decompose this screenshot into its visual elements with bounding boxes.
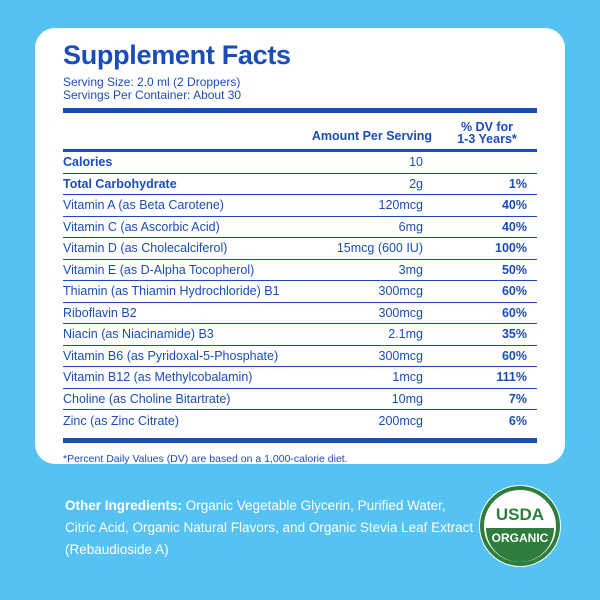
nutrient-name: Riboflavin B2 bbox=[63, 305, 137, 320]
nutrient-name: Vitamin E (as D-Alpha Tocopherol) bbox=[63, 262, 255, 277]
amount-header: Amount Per Serving bbox=[311, 129, 433, 143]
nutrient-amount: 120mcg bbox=[378, 198, 423, 213]
table-row: Vitamin B6 (as Pyridoxal-5-Phosphate) 300… bbox=[63, 346, 537, 367]
nutrient-amount: 10 bbox=[409, 155, 423, 170]
nutrient-amount: 1mcg bbox=[392, 370, 423, 385]
nutrient-name: Vitamin D (as Cholecalciferol) bbox=[63, 241, 228, 256]
table-row: Total Carbohydrate 2g 1% bbox=[63, 174, 537, 195]
table-row: Vitamin B12 (as Methylcobalamin) 1mcg 111% bbox=[63, 367, 537, 389]
table-row: Vitamin A (as Beta Carotene) 120mcg 40% bbox=[63, 195, 537, 217]
table-row: Thiamin (as Thiamin Hydrochloride) B1 300… bbox=[63, 281, 537, 303]
ingredients-text: Organic Vegetable Glycerin, Purified Wat… bbox=[65, 498, 474, 557]
nutrient-dv: 40% bbox=[501, 198, 527, 213]
table-row: Riboflavin B2 300mcg 60% bbox=[63, 303, 537, 324]
table-header: Amount Per Serving % DV for 1-3 Years* bbox=[63, 113, 537, 147]
serving-size: Serving Size: 2.0 ml (2 Droppers) bbox=[63, 75, 241, 89]
nutrient-amount: 200mcg bbox=[378, 413, 423, 428]
nutrient-dv: 7% bbox=[508, 391, 527, 406]
serving-info: Serving Size: 2.0 ml (2 Droppers) Servin… bbox=[63, 76, 537, 102]
nutrient-dv: 60% bbox=[501, 348, 527, 363]
nutrient-dv: 60% bbox=[501, 305, 527, 320]
nutrient-name: Total Carbohydrate bbox=[63, 176, 177, 191]
servings-per-container: Servings Per Container: About 30 bbox=[63, 88, 242, 102]
nutrient-name: Niacin (as Niacinamide) B3 bbox=[63, 327, 214, 342]
nutrient-name: Calories bbox=[63, 155, 113, 170]
dv-header: % DV for 1-3 Years* bbox=[457, 120, 517, 146]
bottom-divider bbox=[63, 437, 537, 443]
nutrient-table: Calories 10 Total Carbohydrate 2g 1% Vitamin … bbox=[63, 152, 537, 432]
nutrient-name: Vitamin B6 (as Pyridoxal-5-Phosphate) bbox=[63, 348, 279, 363]
ingredients-label: Other Ingredients: bbox=[65, 498, 183, 513]
nutrient-name: Vitamin A (as Beta Carotene) bbox=[63, 198, 224, 213]
usda-organic-seal: USDA ORGANIC bbox=[479, 485, 561, 567]
nutrient-name: Zinc (as Zinc Citrate) bbox=[63, 413, 179, 428]
seal-green-ring bbox=[480, 486, 560, 566]
nutrient-dv: 1% bbox=[508, 176, 527, 191]
footnote: *Percent Daily Values (DV) are based on … bbox=[63, 452, 348, 465]
table-row: Choline (as Choline Bitartrate) 10mg 7% bbox=[63, 389, 537, 410]
nutrient-dv: 100% bbox=[495, 241, 527, 256]
nutrient-dv: 35% bbox=[501, 327, 527, 342]
other-ingredients: Other Ingredients: Organic Vegetable Gly… bbox=[65, 495, 475, 561]
table-row: Vitamin E (as D-Alpha Tocopherol) 3mg 50% bbox=[63, 260, 537, 281]
table-row: Vitamin C (as Ascorbic Acid) 6mg 40% bbox=[63, 217, 537, 238]
nutrient-amount: 300mcg bbox=[378, 284, 423, 299]
nutrient-name: Thiamin (as Thiamin Hydrochloride) B1 bbox=[63, 284, 280, 299]
top-divider bbox=[63, 108, 537, 113]
nutrient-amount: 10mg bbox=[391, 391, 423, 406]
nutrient-amount: 2.1mg bbox=[388, 327, 423, 342]
nutrient-dv: 60% bbox=[501, 284, 527, 299]
table-row: Vitamin D (as Cholecalciferol) 15mcg (600… bbox=[63, 238, 537, 260]
nutrient-dv: 6% bbox=[508, 413, 527, 428]
header-divider bbox=[63, 149, 537, 152]
nutrient-dv: 50% bbox=[501, 262, 527, 277]
nutrient-name: Choline (as Choline Bitartrate) bbox=[63, 391, 231, 406]
nutrient-amount: 300mcg bbox=[378, 348, 423, 363]
nutrient-amount: 6mg bbox=[398, 219, 423, 234]
nutrient-amount: 15mcg (600 IU) bbox=[336, 241, 423, 256]
table-row: Calories 10 bbox=[63, 152, 537, 174]
seal-lower-half bbox=[486, 528, 554, 562]
panel-title: Supplement Facts bbox=[63, 40, 291, 70]
table-row: Zinc (as Zinc Citrate) 200mcg 6% bbox=[63, 410, 537, 432]
nutrient-amount: 3mg bbox=[398, 262, 423, 277]
seal-top-text: USDA bbox=[496, 505, 544, 524]
nutrient-name: Vitamin B12 (as Methylcobalamin) bbox=[63, 370, 253, 385]
table-row: Niacin (as Niacinamide) B3 2.1mg 35% bbox=[63, 324, 537, 346]
supplement-facts-panel: Supplement Facts Serving Size: 2.0 ml (2… bbox=[35, 28, 565, 465]
nutrient-name: Vitamin C (as Ascorbic Acid) bbox=[63, 219, 220, 234]
nutrient-dv: 40% bbox=[501, 219, 527, 234]
nutrient-amount: 2g bbox=[409, 176, 423, 191]
seal-bottom-text: ORGANIC bbox=[492, 531, 549, 545]
nutrient-amount: 300mcg bbox=[378, 305, 423, 320]
nutrient-dv: 111% bbox=[496, 370, 527, 385]
